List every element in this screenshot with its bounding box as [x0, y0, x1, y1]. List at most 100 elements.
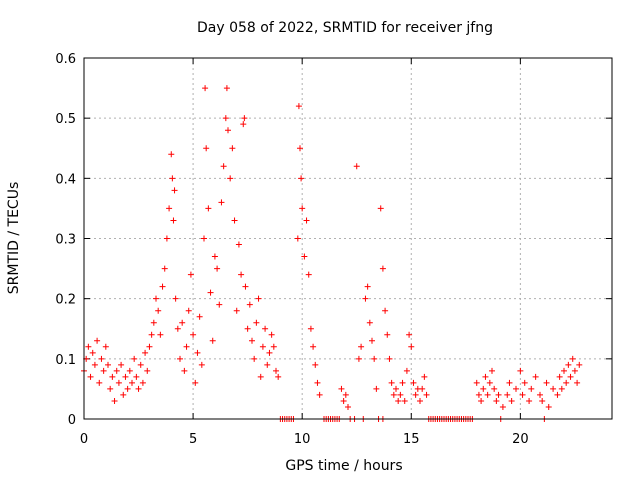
data-point	[569, 355, 576, 362]
data-point	[340, 397, 347, 404]
data-point	[482, 373, 489, 380]
data-point	[397, 391, 404, 398]
data-point	[558, 385, 565, 392]
data-point	[135, 385, 142, 392]
y-axis-ticks: 0 0.1 0.2 0.3 0.4 0.5 0.6	[55, 52, 612, 428]
data-point	[190, 331, 197, 338]
data-point	[297, 145, 303, 152]
x-tick-label: 5	[189, 432, 197, 447]
data-point	[489, 367, 495, 374]
data-point	[223, 85, 230, 92]
data-point	[105, 361, 111, 368]
data-point	[495, 391, 502, 398]
data-point	[364, 283, 371, 290]
data-point	[91, 361, 98, 368]
data-point	[417, 397, 423, 404]
data-point	[528, 385, 535, 392]
data-point	[519, 391, 526, 398]
data-point	[314, 379, 321, 386]
data-point	[107, 385, 114, 392]
data-point	[255, 295, 262, 302]
data-point	[478, 397, 485, 404]
grid	[84, 58, 612, 419]
data-point	[513, 385, 519, 392]
data-point	[161, 265, 168, 272]
data-point	[174, 325, 181, 332]
data-point	[216, 301, 223, 308]
data-point	[85, 343, 92, 350]
data-point	[403, 367, 410, 374]
data-point	[298, 175, 305, 182]
y-tick-label: 0.1	[55, 353, 76, 368]
data-point	[246, 301, 253, 308]
x-tick-label: 20	[512, 432, 529, 447]
data-point	[273, 367, 279, 374]
data-point	[94, 337, 101, 344]
data-point	[294, 235, 301, 242]
data-point	[561, 367, 567, 374]
data-point	[133, 373, 140, 380]
data-point	[218, 199, 225, 206]
data-point	[401, 397, 408, 404]
data-point	[382, 307, 389, 314]
data-point	[257, 373, 264, 380]
data-point	[207, 289, 214, 296]
data-point	[251, 355, 258, 362]
y-tick-label: 0	[68, 413, 76, 428]
data-point	[550, 385, 557, 392]
data-point	[384, 331, 391, 338]
data-point	[377, 205, 384, 212]
data-point	[373, 385, 380, 392]
data-point	[98, 355, 105, 362]
data-point	[408, 343, 415, 350]
data-point	[183, 343, 190, 350]
data-point	[305, 271, 312, 278]
data-point	[421, 373, 428, 380]
data-point	[194, 349, 201, 356]
data-point	[96, 379, 103, 386]
data-point	[412, 391, 419, 398]
data-point	[369, 337, 375, 344]
data-points	[81, 85, 583, 422]
data-point	[270, 343, 277, 350]
data-point	[266, 349, 273, 356]
data-point	[225, 127, 231, 134]
data-point	[410, 379, 417, 386]
data-point	[537, 391, 543, 398]
data-point	[205, 205, 212, 212]
data-point	[268, 331, 275, 338]
data-point	[399, 379, 406, 386]
data-point	[493, 397, 500, 404]
data-point	[181, 367, 188, 374]
data-point	[545, 403, 552, 410]
data-point	[120, 391, 127, 398]
data-point	[353, 163, 360, 170]
data-point	[388, 379, 395, 386]
data-point	[89, 349, 96, 356]
data-point	[159, 283, 166, 290]
data-point	[122, 373, 129, 380]
data-point	[499, 403, 506, 410]
data-point	[371, 355, 378, 362]
data-point	[202, 85, 209, 92]
data-point	[185, 307, 192, 314]
x-axis-label: GPS time / hours	[285, 458, 402, 474]
data-point	[526, 397, 533, 404]
data-point	[303, 217, 310, 224]
data-point	[386, 355, 393, 362]
data-point	[571, 367, 578, 374]
data-point	[137, 361, 144, 368]
data-point	[139, 379, 146, 386]
x-tick-label: 10	[294, 432, 311, 447]
data-point	[170, 217, 177, 224]
data-point	[155, 307, 162, 314]
data-point	[576, 361, 583, 368]
data-point	[491, 385, 498, 392]
data-point	[345, 403, 351, 410]
y-axis-label: SRMTID / TECUs	[6, 182, 22, 295]
data-point	[475, 391, 482, 398]
data-point	[231, 217, 238, 224]
data-point	[419, 385, 426, 392]
data-point	[229, 145, 236, 152]
